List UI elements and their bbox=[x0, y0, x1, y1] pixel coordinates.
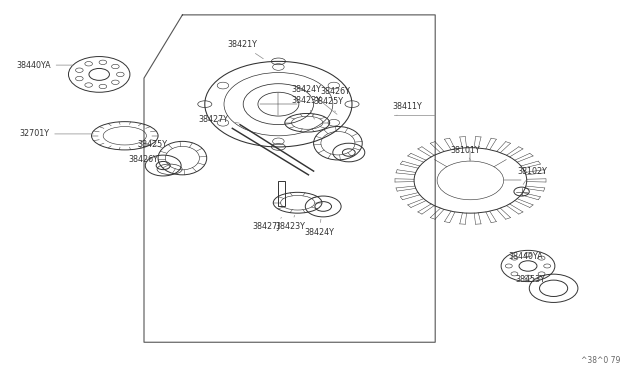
Text: 38425Y: 38425Y bbox=[314, 97, 344, 112]
Text: 38440YA: 38440YA bbox=[509, 252, 543, 261]
Text: 38427J: 38427J bbox=[253, 218, 282, 231]
Text: 38426Y: 38426Y bbox=[320, 87, 350, 102]
Text: 38424Y: 38424Y bbox=[291, 85, 337, 114]
Text: 38427Y: 38427Y bbox=[198, 115, 239, 124]
Text: 38440YA: 38440YA bbox=[16, 61, 73, 70]
Text: ^38^0 79: ^38^0 79 bbox=[581, 356, 621, 365]
Text: 38102Y: 38102Y bbox=[517, 167, 547, 185]
Text: 38426Y: 38426Y bbox=[128, 155, 158, 164]
Text: 38425Y: 38425Y bbox=[138, 140, 168, 149]
Text: 38411Y: 38411Y bbox=[393, 102, 422, 115]
Text: 38101Y: 38101Y bbox=[451, 146, 480, 160]
Text: 38453Y: 38453Y bbox=[515, 275, 545, 283]
Text: 38421Y: 38421Y bbox=[227, 40, 263, 59]
Text: 38423Y: 38423Y bbox=[275, 215, 305, 231]
Text: 32701Y: 32701Y bbox=[19, 129, 93, 138]
Text: 38423Y: 38423Y bbox=[291, 96, 321, 119]
Text: 38424Y: 38424Y bbox=[304, 219, 334, 237]
